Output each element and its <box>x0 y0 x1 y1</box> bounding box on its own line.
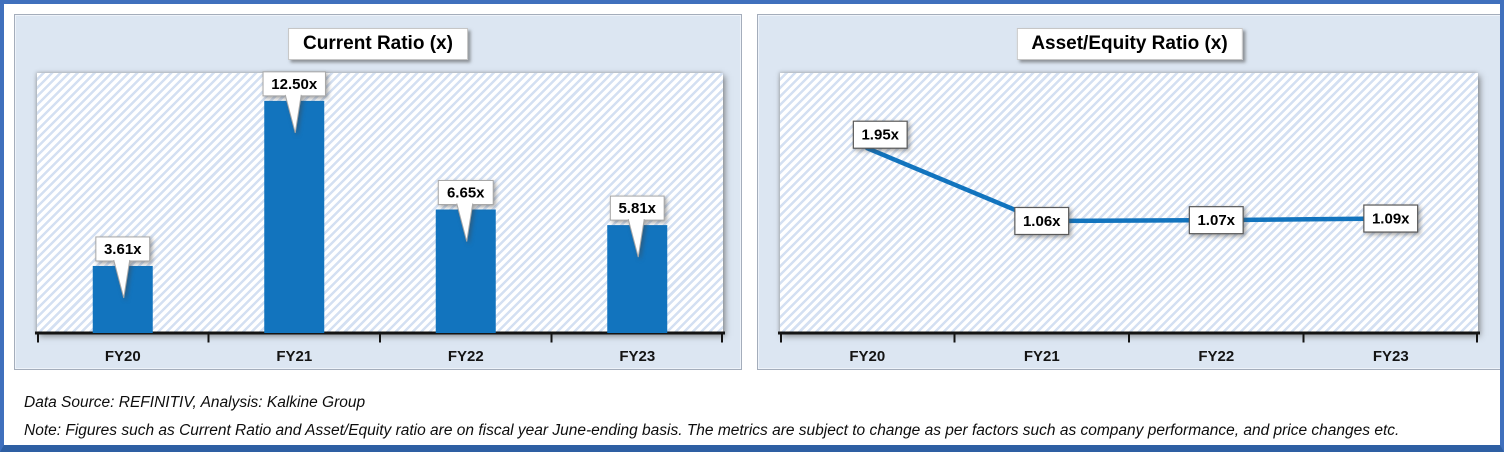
current-ratio-bar-chart: FY20 FY21 FY22 FY23 3.61x 12.50x 6.65x 5.81x <box>35 71 725 365</box>
asset-equity-chart-panel: Asset/Equity Ratio (x) FY20 FY21 FY22 FY23 1… <box>757 14 1500 370</box>
x-label-fy23: FY23 <box>1373 348 1409 365</box>
x-label-fy21: FY21 <box>1024 348 1060 365</box>
bar-fy21 <box>264 100 325 333</box>
asset-equity-line-chart: FY20 FY21 FY22 FY23 1.95x 1.06x 1.07x 1.09x <box>778 120 1480 365</box>
x-axis-tick <box>721 334 723 343</box>
svg-text:1.06x: 1.06x <box>1023 213 1061 230</box>
plot-area <box>780 73 1478 333</box>
data-label-callout-fy20: 3.61x <box>95 236 151 299</box>
x-axis-tick <box>1128 334 1130 343</box>
svg-text:1.09x: 1.09x <box>1372 211 1410 228</box>
current-ratio-chart-panel: Current Ratio (x) FY20 FY21 FY22 FY23 3.61x 1… <box>14 14 742 370</box>
svg-text:1.07x: 1.07x <box>1197 212 1235 229</box>
data-label-fy20: 1.95x <box>852 120 908 149</box>
x-axis-tick <box>1476 334 1478 343</box>
data-label-fy21: 1.06x <box>1014 206 1070 236</box>
x-axis-line <box>35 331 725 335</box>
data-label-fy22: 1.07x <box>1188 206 1244 235</box>
svg-text:3.61x: 3.61x <box>104 241 142 258</box>
x-axis-line <box>778 331 1480 335</box>
x-axis-tick <box>379 334 381 343</box>
svg-text:5.81x: 5.81x <box>618 200 656 217</box>
x-axis-tick <box>780 334 782 343</box>
x-axis-tick <box>207 334 210 343</box>
chart-title-text: Current Ratio (x) <box>303 33 453 54</box>
data-label-callout-fy22: 6.65x <box>437 180 494 242</box>
data-label-callout-fy21: 12.50x <box>262 71 326 133</box>
chart-title-text: Asset/Equity Ratio (x) <box>1031 33 1228 54</box>
x-axis-tick <box>1302 334 1305 343</box>
x-axis-tick <box>37 334 39 343</box>
svg-text:12.50x: 12.50x <box>271 76 318 93</box>
x-axis-tick <box>550 334 553 343</box>
line-series <box>865 145 1393 224</box>
chart-title-box: Current Ratio (x) <box>288 28 468 60</box>
data-label-callout-fy23: 5.81x <box>609 195 665 258</box>
svg-text:1.95x: 1.95x <box>861 127 899 144</box>
x-axis-tick <box>953 334 956 343</box>
footnote: Note: Figures such as Current Ratio and … <box>24 422 1400 439</box>
chart-title-box: Asset/Equity Ratio (x) <box>1016 28 1243 60</box>
x-label-fy21: FY21 <box>276 348 312 365</box>
svg-text:6.65x: 6.65x <box>447 185 485 202</box>
x-label-fy23: FY23 <box>619 348 655 365</box>
x-label-fy22: FY22 <box>1198 348 1234 365</box>
data-source-note: Data Source: REFINITIV, Analysis: Kalkin… <box>24 394 366 411</box>
x-label-fy22: FY22 <box>448 348 484 365</box>
x-label-fy20: FY20 <box>849 348 885 365</box>
x-label-fy20: FY20 <box>105 348 141 365</box>
data-label-fy23: 1.09x <box>1363 204 1419 233</box>
